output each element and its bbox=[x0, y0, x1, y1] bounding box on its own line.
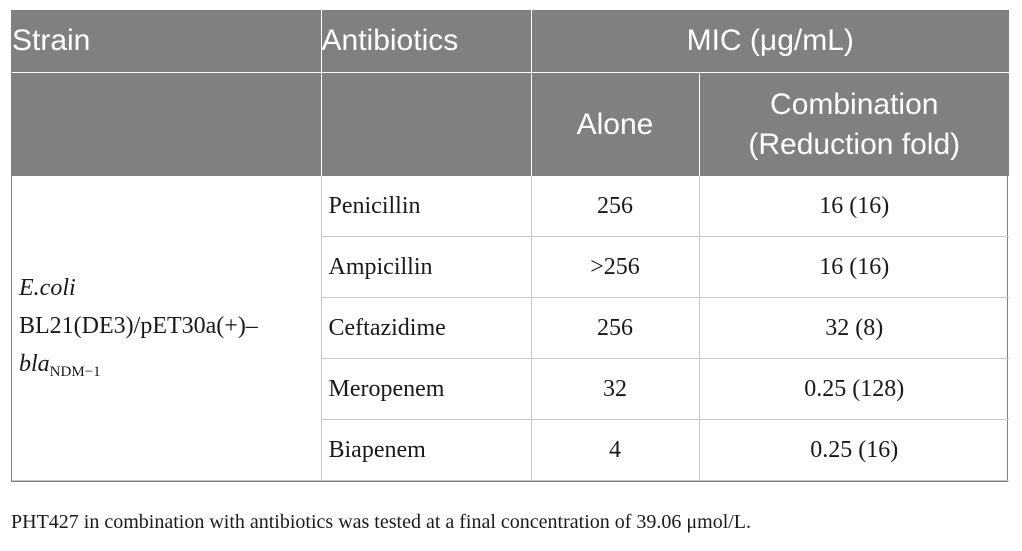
header-blank-strain bbox=[12, 72, 322, 176]
mic-table: Strain Antibiotics MIC (μg/mL) Alone Com… bbox=[12, 10, 1010, 481]
alone-cell: >256 bbox=[531, 236, 700, 298]
header-combination-line2: (Reduction fold) bbox=[748, 127, 961, 161]
table-frame: Strain Antibiotics MIC (μg/mL) Alone Com… bbox=[11, 10, 1010, 482]
combination-cell: 0.25 (128) bbox=[699, 358, 1010, 420]
header-strain: Strain bbox=[12, 10, 322, 73]
table-row: E.coli BL21(DE3)/pET30a(+)– blaNDM−1 Pen… bbox=[12, 176, 1010, 481]
alone-cell: 256 bbox=[531, 297, 700, 359]
strain-cell: E.coli BL21(DE3)/pET30a(+)– blaNDM−1 bbox=[12, 176, 322, 481]
header-combination-line1: Combination bbox=[770, 87, 939, 121]
header-antibiotics: Antibiotics bbox=[321, 10, 532, 73]
antibiotic-cell: Ceftazidime bbox=[321, 297, 532, 359]
table-footnote: PHT427 in combination with antibiotics w… bbox=[11, 511, 752, 533]
header-mic: MIC (μg/mL) bbox=[531, 10, 1010, 73]
alone-cell: 4 bbox=[531, 419, 700, 481]
strain-gene-subscript: NDM−1 bbox=[49, 364, 101, 380]
antibiotic-cell: Ampicillin bbox=[321, 236, 532, 298]
table-row: Biapenem 4 0.25 (16) bbox=[12, 419, 1010, 481]
combination-cell: 16 (16) bbox=[699, 176, 1010, 237]
header-row-1: Strain Antibiotics MIC (μg/mL) bbox=[12, 10, 1010, 73]
alone-cell: 256 bbox=[531, 176, 700, 237]
strain-gene: bla bbox=[19, 351, 50, 377]
combination-cell: 0.25 (16) bbox=[699, 419, 1010, 481]
antibiotic-cell: Penicillin bbox=[321, 176, 532, 237]
alone-cell: 32 bbox=[531, 358, 700, 420]
combination-cell: 32 (8) bbox=[699, 297, 1010, 359]
header-alone: Alone bbox=[531, 72, 700, 176]
combination-cell: 16 (16) bbox=[699, 236, 1010, 298]
strain-species: E.coli bbox=[19, 275, 76, 301]
header-combination: Combination (Reduction fold) bbox=[699, 72, 1010, 176]
strain-construct: BL21(DE3)/pET30a(+)– bbox=[19, 313, 258, 339]
mic-table-container: Strain Antibiotics MIC (μg/mL) Alone Com… bbox=[11, 10, 1010, 482]
table-row: Meropenem 32 0.25 (128) bbox=[12, 358, 1010, 420]
header-row-2: Alone Combination (Reduction fold) bbox=[12, 72, 1010, 176]
antibiotic-cell: Meropenem bbox=[321, 358, 532, 420]
antibiotic-cell: Biapenem bbox=[321, 419, 532, 481]
table-row: Ceftazidime 256 32 (8) bbox=[12, 297, 1010, 359]
header-blank-antibiotics bbox=[321, 72, 532, 176]
table-row: Ampicillin >256 16 (16) bbox=[12, 236, 1010, 298]
